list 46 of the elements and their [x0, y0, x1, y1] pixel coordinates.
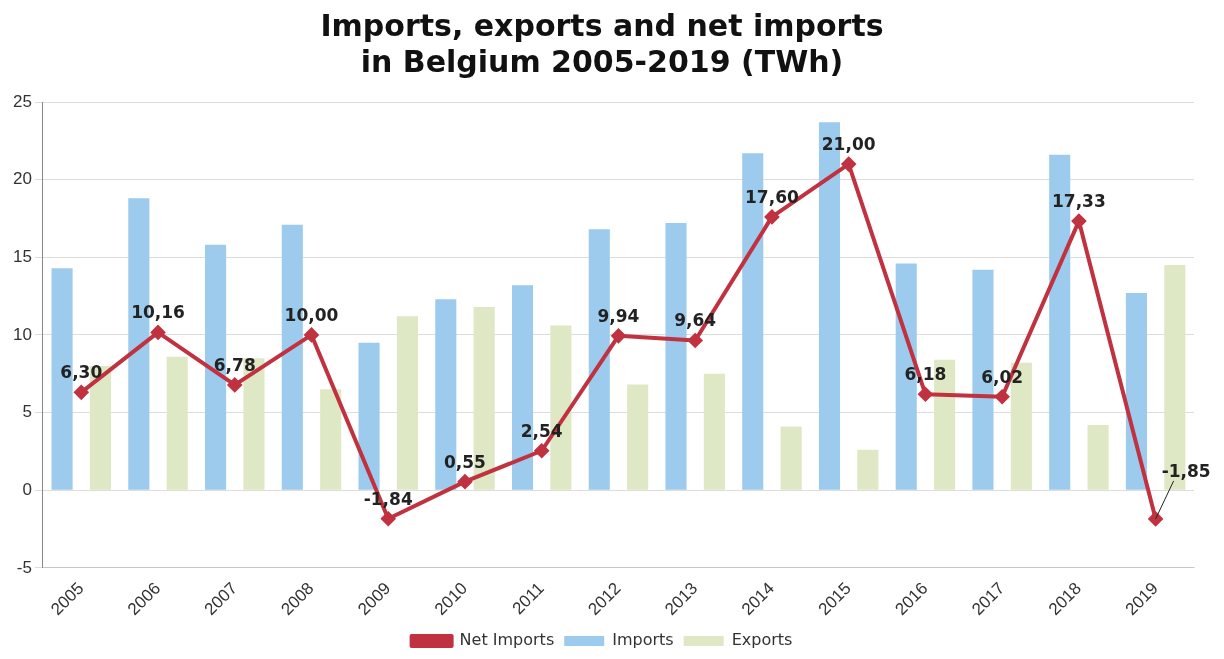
data-label: 10,16 [131, 302, 185, 323]
point [227, 377, 242, 392]
point [995, 389, 1010, 404]
chart-title: Imports, exports and net imports in Belgium 2005-2019 (TWh) [320, 7, 884, 79]
point [534, 443, 549, 458]
point [764, 209, 779, 224]
legend-label: Imports [612, 630, 674, 650]
y-tick-label: -5 [16, 557, 32, 577]
point [1071, 214, 1086, 229]
point [841, 157, 856, 172]
point [688, 333, 703, 348]
bar [1125, 292, 1147, 490]
bar [166, 356, 188, 490]
data-label: 17,60 [745, 186, 799, 207]
data-label: 10,00 [284, 304, 339, 325]
bar [358, 342, 380, 490]
y-tick-label: 0 [22, 479, 32, 499]
bar [780, 426, 802, 490]
point [151, 325, 166, 340]
y-tick-label: 25 [12, 91, 32, 111]
point [304, 327, 319, 342]
bar [396, 316, 418, 490]
data-label: 0,55 [444, 451, 486, 472]
data-label: 9,94 [597, 305, 640, 326]
bar [857, 449, 879, 490]
bar [320, 389, 342, 490]
y-tick-label: 20 [12, 169, 32, 189]
data-label: 6,30 [60, 362, 103, 383]
point [1148, 511, 1163, 526]
data-label: 6,78 [213, 354, 256, 375]
legend-label: Exports [731, 630, 793, 650]
y-tick-label: 10 [12, 324, 32, 344]
bar [703, 373, 725, 490]
y-tick-label: 5 [22, 402, 32, 422]
data-label: 17,33 [1052, 191, 1106, 212]
y-tick-label: 15 [12, 246, 32, 266]
legend-label: Net Imports [459, 630, 555, 650]
point [74, 385, 89, 400]
bar [627, 384, 649, 490]
bar [1087, 424, 1109, 490]
point [611, 328, 626, 343]
data-label: -1,85 [1161, 460, 1211, 481]
data-label: 21,00 [821, 134, 876, 155]
point [457, 474, 472, 489]
point [918, 387, 933, 402]
point [381, 511, 396, 526]
